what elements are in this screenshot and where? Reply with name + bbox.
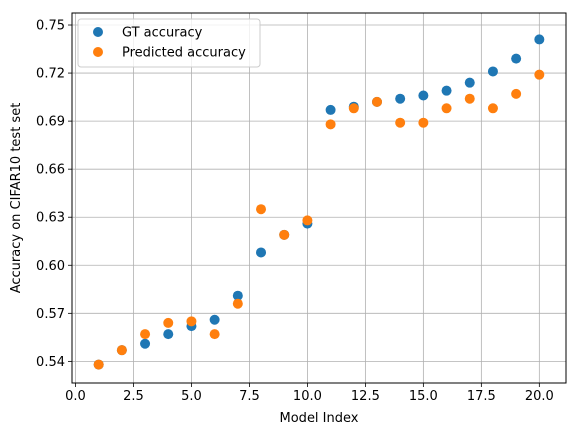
predicted-accuracy-point — [163, 317, 174, 328]
predicted-accuracy-point — [325, 119, 336, 130]
predicted-accuracy-point — [348, 103, 359, 114]
gt-accuracy-point — [511, 53, 522, 64]
gt-accuracy-point — [209, 314, 220, 325]
predicted-accuracy-point — [464, 93, 475, 104]
gt-accuracy-point — [163, 329, 174, 340]
gt-accuracy-point — [487, 66, 498, 77]
plot-frame — [71, 12, 567, 384]
predicted-accuracy-point — [418, 117, 429, 128]
gt-accuracy-point — [441, 85, 452, 96]
gt-accuracy-point — [325, 104, 336, 115]
predicted-accuracy-point — [232, 298, 243, 309]
x-tick-label: 12.5 — [351, 389, 380, 404]
data-points — [93, 34, 545, 370]
y-tick-label: 0.57 — [36, 307, 65, 322]
y-tick-label: 0.72 — [36, 67, 65, 82]
y-tick-label: 0.75 — [36, 19, 65, 34]
predicted-accuracy-point — [93, 359, 104, 370]
legend-box — [77, 18, 261, 68]
predicted-accuracy-point — [256, 204, 267, 215]
x-tick-label: 0.0 — [65, 389, 86, 404]
y-tick-label: 0.54 — [36, 355, 65, 370]
gt-accuracy-point — [232, 290, 243, 301]
y-axis: 0.54 0.57 0.60 0.63 0.66 0.69 0.72 0.75 — [36, 19, 72, 370]
x-tick-label: 20.0 — [525, 389, 554, 404]
x-tick-label: 5.0 — [181, 389, 202, 404]
x-axis-label: Model Index — [280, 411, 359, 426]
predicted-accuracy-point — [534, 69, 545, 80]
predicted-accuracy-point — [209, 329, 220, 340]
legend-marker-predicted-accuracy — [93, 47, 103, 57]
legend-marker-gt-accuracy — [93, 27, 103, 37]
x-tick-label: 7.5 — [239, 389, 260, 404]
predicted-accuracy-point — [302, 215, 313, 226]
y-tick-label: 0.69 — [36, 115, 65, 130]
legend-label-gt-accuracy: GT accuracy — [122, 26, 203, 41]
predicted-accuracy-point — [371, 96, 382, 107]
legend: GT accuracy Predicted accuracy — [77, 18, 261, 68]
gt-accuracy-point — [534, 34, 545, 45]
y-tick-label: 0.66 — [36, 163, 65, 178]
x-tick-label: 10.0 — [293, 389, 322, 404]
gt-accuracy-point — [464, 77, 475, 88]
x-tick-label: 17.5 — [467, 389, 496, 404]
predicted-accuracy-point — [487, 103, 498, 114]
y-tick-label: 0.63 — [36, 211, 65, 226]
x-axis: 0.0 2.5 5.0 7.5 10.0 12.5 15.0 17.5 20.0 — [65, 383, 554, 404]
legend-label-predicted-accuracy: Predicted accuracy — [122, 46, 246, 61]
gt-accuracy-point — [418, 90, 429, 101]
predicted-accuracy-point — [116, 345, 127, 356]
x-tick-label: 15.0 — [409, 389, 438, 404]
predicted-accuracy-point — [511, 88, 522, 99]
gt-accuracy-point — [395, 93, 406, 104]
gt-accuracy-point — [140, 338, 151, 349]
y-axis-label: Accuracy on CIFAR10 test set — [9, 103, 24, 294]
y-tick-label: 0.60 — [36, 259, 65, 274]
predicted-accuracy-point — [186, 316, 197, 327]
predicted-accuracy-point — [441, 103, 452, 114]
predicted-accuracy-point — [395, 117, 406, 128]
x-tick-label: 2.5 — [123, 389, 144, 404]
predicted-accuracy-point — [140, 329, 151, 340]
gt-accuracy-point — [256, 247, 267, 258]
predicted-accuracy-point — [279, 229, 290, 240]
